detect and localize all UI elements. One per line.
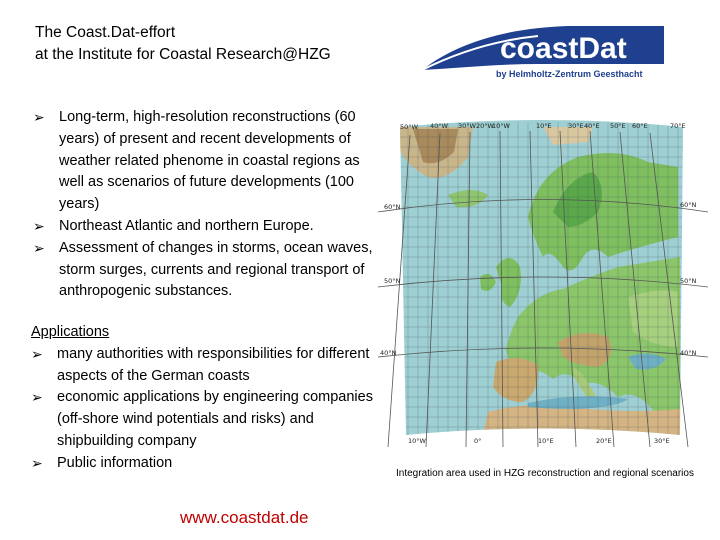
map-label-left: 40°N — [380, 349, 397, 357]
map-label-bottom: 0° — [474, 437, 481, 445]
map-label-top: 20°W — [476, 122, 495, 130]
map-label-top: 30°E — [568, 122, 584, 130]
bullet-assessment: ➢ Assessment of changes in storms, ocean… — [33, 238, 383, 303]
map-label-top: 50°E — [610, 122, 626, 130]
map-label-left: 60°N — [384, 203, 401, 211]
application-item: ➢ economic applications by engineering c… — [31, 387, 381, 452]
research-bullets: ➢ Long-term, high-resolution reconstruct… — [33, 107, 383, 303]
map-label-top: 50°W — [400, 123, 419, 131]
map-label-top: 40°E — [584, 122, 600, 130]
bullet-text: Assessment of changes in storms, ocean w… — [59, 239, 373, 300]
application-item: ➢ Public information — [31, 453, 381, 475]
map-label-top: 60°E — [632, 122, 648, 130]
map-label-bottom: 30°E — [654, 437, 670, 445]
bullet-region: ➢ Northeast Atlantic and northern Europe… — [33, 216, 383, 238]
application-item: ➢ many authorities with responsibilities… — [31, 344, 381, 388]
map-label-top: 10°E — [536, 122, 552, 130]
arrow-bullet-icon: ➢ — [33, 239, 45, 256]
bullet-reconstructions: ➢ Long-term, high-resolution reconstruct… — [33, 107, 383, 216]
map-caption: Integration area used in HZG reconstruct… — [396, 468, 694, 479]
integration-area-map: 50°W 40°W 30°W 20°W 10°W 10°E 30°E 40°E … — [378, 120, 708, 448]
arrow-bullet-icon: ➢ — [31, 389, 43, 406]
application-text: Public information — [57, 454, 173, 471]
bullet-text: Northeast Atlantic and northern Europe. — [59, 217, 314, 234]
map-label-top: 70°E — [670, 122, 686, 130]
logo-subtext: by Helmholtz-Zentrum Geesthacht — [496, 69, 643, 79]
map-label-bottom: 20°E — [596, 437, 612, 445]
map-label-bottom: 10°E — [538, 437, 554, 445]
map-label-right: 50°N — [680, 277, 697, 285]
title-line-1: The Coast.Dat-effort — [35, 24, 176, 41]
bullet-text: Long-term, high-resolution reconstructio… — [59, 109, 360, 213]
arrow-bullet-icon: ➢ — [33, 109, 45, 125]
map-label-top: 10°W — [492, 122, 511, 130]
arrow-bullet-icon: ➢ — [31, 345, 43, 362]
application-text: many authorities with responsibilities f… — [57, 345, 370, 384]
title-line-2: at the Institute for Coastal Research@HZ… — [35, 46, 331, 63]
arrow-bullet-icon: ➢ — [31, 454, 43, 471]
map-label-bottom: 10°W — [408, 437, 427, 445]
map-label-right: 40°N — [680, 349, 697, 357]
map-label-right: 60°N — [680, 201, 697, 209]
applications-section: Applications ➢ many authorities with res… — [31, 322, 381, 475]
website-url: www.coastdat.de — [180, 508, 309, 527]
application-text: economic applications by engineering com… — [57, 389, 373, 449]
map-label-left: 50°N — [384, 277, 401, 285]
slide-title: The Coast.Dat-effort at the Institute fo… — [35, 22, 331, 66]
map-label-top: 40°W — [430, 122, 449, 130]
map-label-top: 30°W — [458, 122, 477, 130]
applications-heading: Applications — [31, 324, 110, 340]
arrow-bullet-icon: ➢ — [33, 217, 45, 234]
coastdat-logo: coastDat by Helmholtz-Zentrum Geesthacht — [421, 26, 664, 79]
logo-text: coastDat — [500, 32, 627, 65]
